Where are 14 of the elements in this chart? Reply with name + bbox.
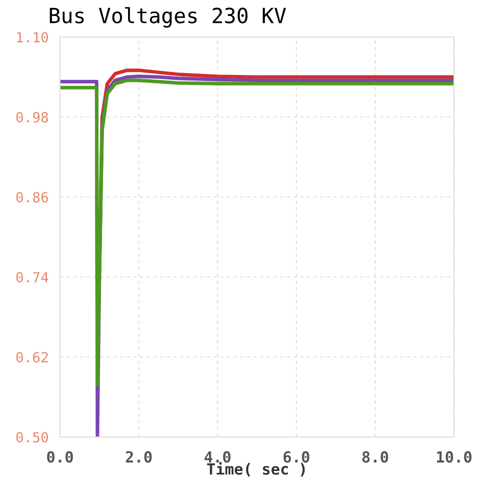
y-tick-label: 0.50 [16,432,48,443]
y-tick-label: 0.62 [16,352,48,363]
x-tick-label: 2.0 [126,451,152,463]
x-tick-label: 6.0 [284,451,310,463]
chart-title: Bus Voltages 230 KV [50,7,286,28]
y-tick-label: 0.74 [16,272,48,283]
y-tick-label: 0.98 [16,112,48,123]
x-tick-label: 8.0 [362,451,388,463]
y-tick-label: 0.86 [16,192,48,203]
x-tick-label: 10.0 [437,451,472,463]
x-tick-label: 0.0 [47,451,73,463]
y-tick-label: 1.10 [17,32,48,43]
x-tick-label: 4.0 [204,451,230,463]
x-axis-title: Time( sec ) [207,462,305,477]
